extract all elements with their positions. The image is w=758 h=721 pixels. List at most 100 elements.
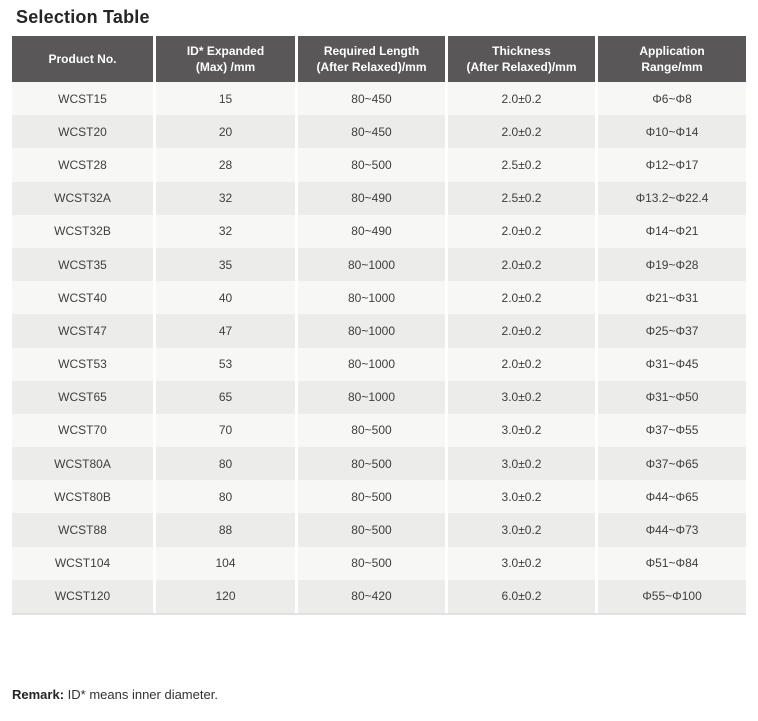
table-cell: WCST70 (12, 413, 153, 448)
table-cell: 80~500 (298, 447, 445, 481)
remark-label: Remark: (12, 687, 65, 702)
column-header-line: Product No. (48, 52, 117, 66)
table-cell: 80~1000 (298, 380, 445, 414)
table-cell: 6.0±0.2 (448, 579, 595, 613)
table-cell: Φ21~Φ31 (598, 281, 746, 315)
table-cell: 28 (156, 148, 295, 182)
table-cell: 2.0±0.2 (448, 347, 595, 381)
column-header-line: (After Relaxed)/mm (466, 60, 577, 74)
table-cell: WCST80A (12, 447, 153, 481)
table-cell: 40 (156, 281, 295, 315)
table-cell: Φ37~Φ65 (598, 447, 746, 481)
table-cell: 104 (156, 546, 295, 580)
column-header-4: Application Range/mm (598, 36, 746, 82)
table-cell: 80~500 (298, 546, 445, 580)
table-cell: WCST28 (12, 148, 153, 182)
column-header-0: Product No. (12, 36, 153, 82)
table-cell: 80~500 (298, 513, 445, 547)
table-cell: Φ14~Φ21 (598, 214, 746, 248)
table-cell: 2.0±0.2 (448, 247, 595, 282)
table-cell: WCST20 (12, 115, 153, 149)
remark-text: ID* means inner diameter. (64, 687, 218, 702)
table-cell: WCST80B (12, 480, 153, 514)
table-cell: 80~420 (298, 579, 445, 613)
table-cell: 2.0±0.2 (448, 115, 595, 149)
column-header-2: Required Length (After Relaxed)/mm (298, 36, 445, 82)
remark: Remark: ID* means inner diameter. (12, 687, 218, 702)
column-header-line: Thickness (492, 44, 551, 58)
table-cell: 80~500 (298, 413, 445, 448)
table-cell: Φ31~Φ50 (598, 380, 746, 414)
table-cell: 35 (156, 247, 295, 282)
table-cell: Φ12~Φ17 (598, 148, 746, 182)
table-cell: 80~490 (298, 181, 445, 215)
column-header-3: Thickness (After Relaxed)/mm (448, 36, 595, 82)
table-cell: 3.0±0.2 (448, 546, 595, 580)
table-cell: 80~1000 (298, 347, 445, 381)
table-cell: 80 (156, 480, 295, 514)
table-cell: WCST120 (12, 579, 153, 613)
column-header-1: ID* Expanded (Max) /mm (156, 36, 295, 82)
table-cell: 80~1000 (298, 281, 445, 315)
table-cell: WCST53 (12, 347, 153, 381)
table-cell: 3.0±0.2 (448, 513, 595, 547)
table-cell: 2.5±0.2 (448, 181, 595, 215)
selection-table: Product No. ID* Expanded (Max) /mm Required… (12, 36, 746, 615)
table-cell: Φ51~Φ84 (598, 546, 746, 580)
table-cell: Φ44~Φ65 (598, 480, 746, 514)
table-cell: 53 (156, 347, 295, 381)
table-cell: Φ44~Φ73 (598, 513, 746, 547)
table-cell: 65 (156, 380, 295, 414)
column-header-line: Range/mm (641, 60, 703, 74)
table-cell: 80~500 (298, 480, 445, 514)
table-cell: Φ13.2~Φ22.4 (598, 181, 746, 215)
table-cell: WCST65 (12, 380, 153, 414)
table-cell: 80~500 (298, 148, 445, 182)
table-cell: Φ6~Φ8 (598, 82, 746, 116)
table-cell: 3.0±0.2 (448, 447, 595, 481)
table-cell: 47 (156, 314, 295, 348)
table-cell: WCST40 (12, 281, 153, 315)
table-cell: 3.0±0.2 (448, 413, 595, 448)
table-cell: 80~450 (298, 82, 445, 116)
table-cell: WCST15 (12, 82, 153, 116)
column-header-line: Application (639, 44, 705, 58)
table-cell: WCST88 (12, 513, 153, 547)
column-header-line: (Max) /mm (195, 60, 256, 74)
table-cell: 32 (156, 181, 295, 215)
column-header-line: (After Relaxed)/mm (316, 60, 427, 74)
table-cell: 2.0±0.2 (448, 82, 595, 116)
table-cell: 80~1000 (298, 247, 445, 282)
table-cell: Φ55~Φ100 (598, 579, 746, 613)
table-cell: Φ19~Φ28 (598, 247, 746, 282)
table-cell: WCST104 (12, 546, 153, 580)
table-cell: 80 (156, 447, 295, 481)
table-cell: 88 (156, 513, 295, 547)
table-cell: 3.0±0.2 (448, 380, 595, 414)
table-cell: 32 (156, 214, 295, 248)
table-cell: 2.0±0.2 (448, 281, 595, 315)
table-cell: WCST32B (12, 214, 153, 248)
table-cell: WCST47 (12, 314, 153, 348)
table-cell: 3.0±0.2 (448, 480, 595, 514)
column-header-line: Required Length (323, 44, 420, 58)
table-cell: 70 (156, 413, 295, 448)
table-cell: 20 (156, 115, 295, 149)
page-title: Selection Table (16, 7, 150, 27)
table-cell: 2.5±0.2 (448, 148, 595, 182)
column-header-line: ID* Expanded (186, 44, 265, 58)
table-cell: 2.0±0.2 (448, 214, 595, 248)
table-cell: Φ37~Φ55 (598, 413, 746, 448)
table-cell: 2.0±0.2 (448, 314, 595, 348)
table-cell: Φ31~Φ45 (598, 347, 746, 381)
table-cell: WCST35 (12, 247, 153, 282)
table-cell: 120 (156, 579, 295, 613)
table-cell: 80~1000 (298, 314, 445, 348)
table-cell: WCST32A (12, 181, 153, 215)
table-cell: Φ25~Φ37 (598, 314, 746, 348)
table-cell: 80~450 (298, 115, 445, 149)
table-cell: Φ10~Φ14 (598, 115, 746, 149)
table-cell: 15 (156, 82, 295, 116)
table-cell: 80~490 (298, 214, 445, 248)
